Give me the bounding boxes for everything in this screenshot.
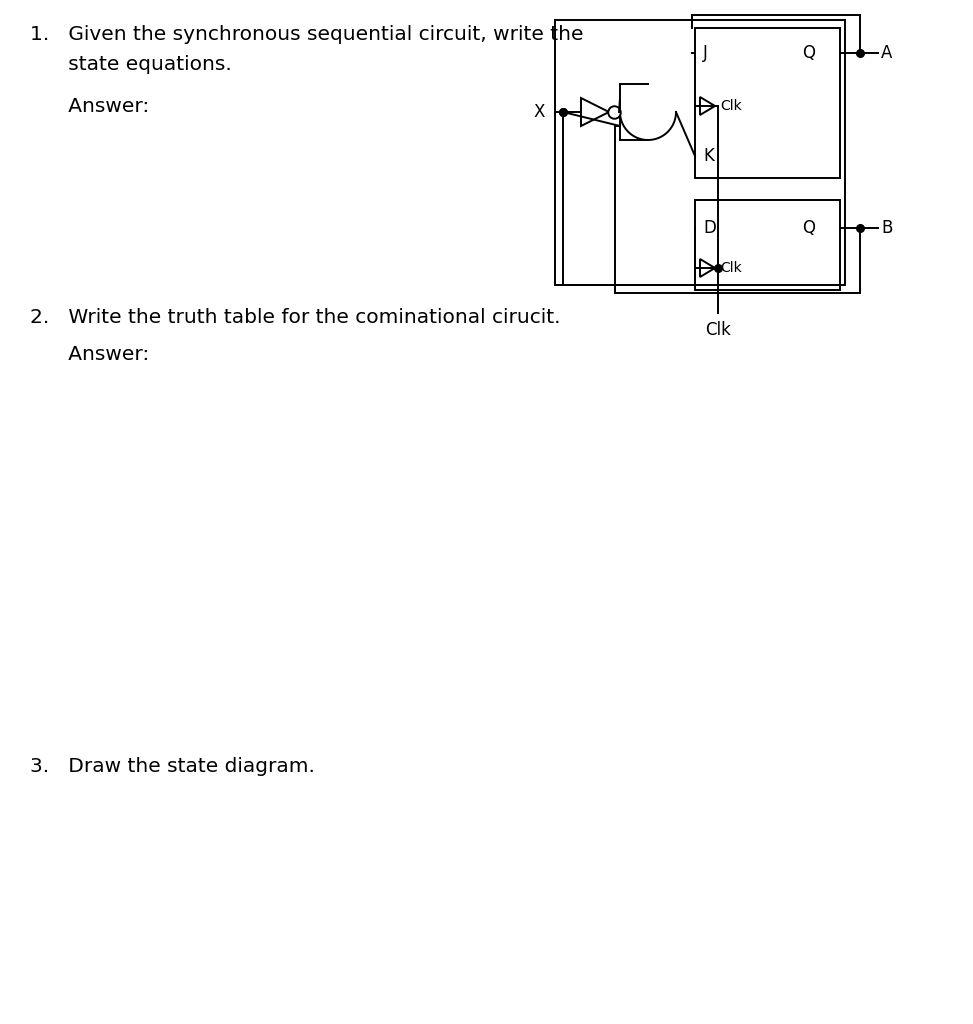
Text: J: J bbox=[703, 44, 708, 62]
Bar bbox=[555, 20, 845, 285]
Text: 2.   Write the truth table for the cominational cirucit.: 2. Write the truth table for the cominat… bbox=[30, 308, 560, 327]
Text: Answer:: Answer: bbox=[30, 97, 149, 116]
Text: Q: Q bbox=[802, 219, 815, 237]
Text: B: B bbox=[881, 219, 892, 237]
Text: Clk: Clk bbox=[720, 99, 741, 113]
Bar bbox=[695, 28, 840, 178]
Bar bbox=[695, 200, 840, 290]
Text: Clk: Clk bbox=[720, 261, 741, 275]
Text: D: D bbox=[703, 219, 716, 237]
Text: Answer:: Answer: bbox=[30, 345, 149, 364]
Text: K: K bbox=[703, 147, 714, 165]
Text: 3.   Draw the state diagram.: 3. Draw the state diagram. bbox=[30, 757, 315, 776]
Text: 1.   Given the synchronous sequential circuit, write the: 1. Given the synchronous sequential circ… bbox=[30, 25, 584, 44]
Text: X: X bbox=[533, 103, 544, 121]
Text: A: A bbox=[881, 44, 892, 62]
Text: Clk: Clk bbox=[705, 321, 731, 339]
Text: state equations.: state equations. bbox=[30, 55, 232, 74]
Text: Q: Q bbox=[802, 44, 815, 62]
